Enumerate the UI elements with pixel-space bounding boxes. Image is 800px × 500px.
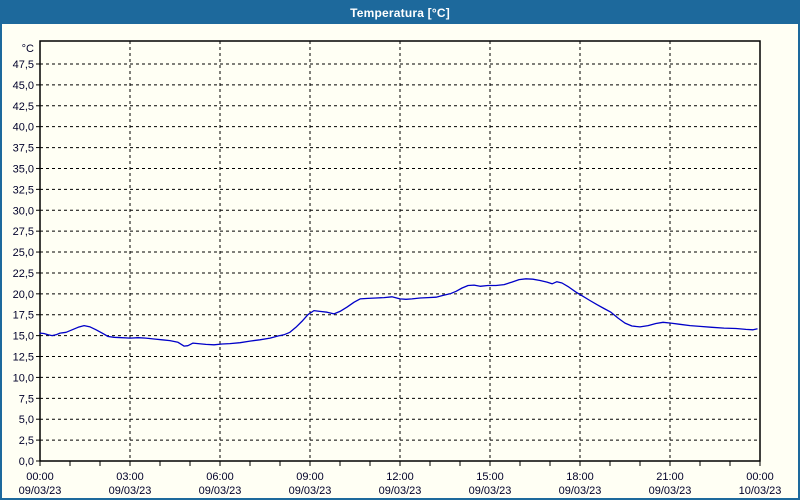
y-tick-label: 17,5 xyxy=(13,310,34,322)
x-tick-time-label: 12:00 xyxy=(386,471,414,483)
x-tick-time-label: 18:00 xyxy=(566,471,594,483)
y-axis-unit-label: °C xyxy=(22,43,34,55)
y-axis-labels: 0,0 2,5 5,0 7,5 10,0 12,5 15,0 17,5 20,0 22,5 25,0… xyxy=(13,59,34,468)
y-tick-label: 15,0 xyxy=(13,331,34,343)
y-tick-label: 32,5 xyxy=(13,184,34,196)
x-tick-date-label: 09/03/23 xyxy=(199,485,242,497)
y-tick-label: 47,5 xyxy=(13,59,34,71)
y-tick-label: 25,0 xyxy=(13,247,34,259)
y-axis-ticks xyxy=(36,63,40,462)
x-tick-time-label: 15:00 xyxy=(476,471,504,483)
temperature-chart: 0,0 2,5 5,0 7,5 10,0 12,5 15,0 17,5 20,0 22,5 25,0… xyxy=(13,40,782,497)
x-tick-time-label: 03:00 xyxy=(116,471,144,483)
y-tick-label: 37,5 xyxy=(13,143,34,155)
chart-area: 0,0 2,5 5,0 7,5 10,0 12,5 15,0 17,5 20,0 22,5 25,0… xyxy=(2,24,798,498)
x-tick-date-label: 09/03/23 xyxy=(379,485,422,497)
x-axis-labels: 00:00 09/03/23 03:00 09/03/23 06:00 09/03/23 0… xyxy=(19,471,782,497)
y-tick-label: 35,0 xyxy=(13,163,34,175)
x-tick-date-label: 09/03/23 xyxy=(109,485,152,497)
y-tick-label: 30,0 xyxy=(13,205,34,217)
y-tick-label: 42,5 xyxy=(13,101,34,113)
x-tick-time-label: 06:00 xyxy=(206,471,234,483)
window-titlebar: Temperatura [°C] xyxy=(2,2,798,24)
x-tick-time-label: 00:00 xyxy=(746,471,774,483)
y-tick-label: 27,5 xyxy=(13,226,34,238)
y-tick-label: 20,0 xyxy=(13,289,34,301)
temperature-line xyxy=(39,278,758,347)
x-axis-ticks xyxy=(39,461,761,466)
x-tick-date-label: 09/03/23 xyxy=(469,485,512,497)
y-tick-label: 12,5 xyxy=(13,352,34,364)
y-tick-label: 7,5 xyxy=(19,393,34,405)
x-tick-time-label: 00:00 xyxy=(26,471,54,483)
y-tick-label: 22,5 xyxy=(13,268,34,280)
y-tick-label: 2,5 xyxy=(19,435,34,447)
x-tick-time-label: 09:00 xyxy=(296,471,324,483)
x-gridlines xyxy=(129,41,671,461)
x-tick-date-label: 09/03/23 xyxy=(649,485,692,497)
x-tick-time-label: 21:00 xyxy=(656,471,684,483)
x-tick-date-label: 09/03/23 xyxy=(289,485,332,497)
window-title: Temperatura [°C] xyxy=(350,6,450,20)
x-tick-date-label: 09/03/23 xyxy=(559,485,602,497)
x-tick-date-label: 09/03/23 xyxy=(19,485,62,497)
y-tick-label: 10,0 xyxy=(13,372,34,384)
y-tick-label: 0,0 xyxy=(19,456,34,468)
y-tick-label: 40,0 xyxy=(13,122,34,134)
y-tick-label: 5,0 xyxy=(19,414,34,426)
y-tick-label: 45,0 xyxy=(13,80,34,92)
x-tick-date-label: 10/03/23 xyxy=(739,485,782,497)
